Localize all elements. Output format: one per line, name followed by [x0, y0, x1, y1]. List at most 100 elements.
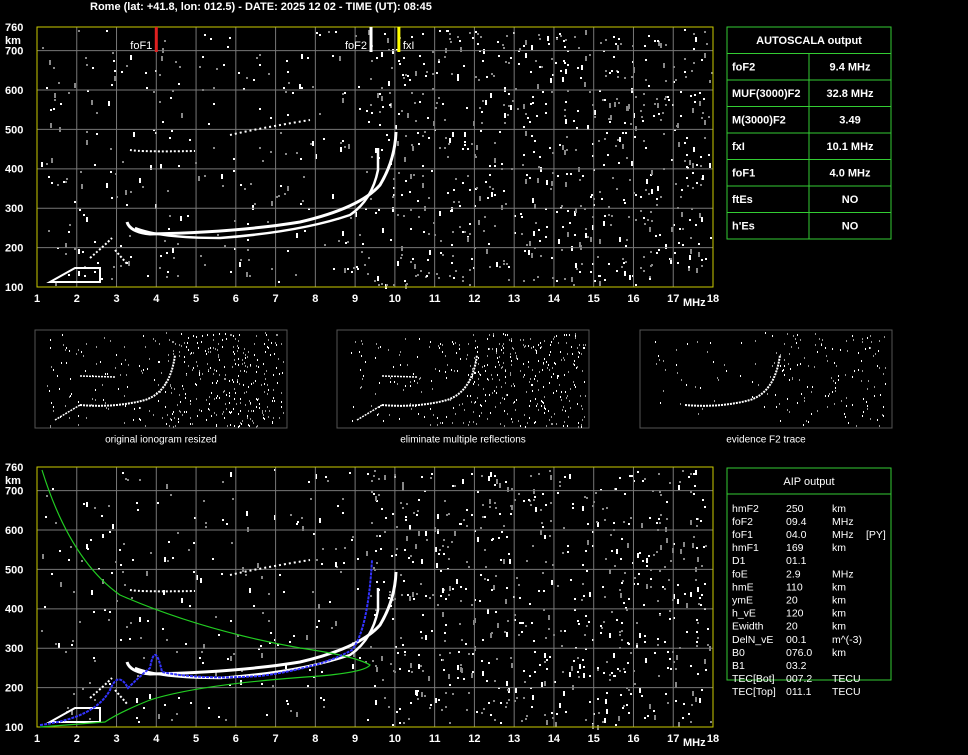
noise-dot: [285, 153, 287, 155]
noise-dot: [478, 384, 479, 386]
noise-dot: [479, 600, 481, 602]
noise-dot: [393, 284, 395, 286]
noise-dot: [535, 349, 536, 351]
noise-dot: [235, 338, 236, 340]
noise-dot: [143, 335, 144, 337]
noise-dot: [564, 421, 565, 423]
noise-dot: [193, 335, 194, 337]
noise-dot: [553, 392, 554, 394]
noise-dot: [677, 262, 679, 264]
noise-dot: [559, 144, 561, 146]
noise-dot: [192, 369, 193, 371]
noise-dot: [405, 338, 406, 340]
noise-dot: [392, 196, 394, 198]
noise-dot: [536, 405, 537, 407]
noise-dot: [702, 408, 703, 410]
noise-dot: [677, 599, 679, 604]
noise-dot: [564, 150, 566, 155]
model-curve: [39, 469, 371, 728]
noise-dot: [514, 700, 516, 702]
noise-dot: [621, 538, 623, 540]
noise-dot: [643, 604, 645, 606]
noise-dot: [609, 679, 611, 681]
noise-dot: [554, 336, 555, 338]
noise-dot: [281, 406, 282, 408]
aip-cell: 2.9: [786, 568, 801, 580]
noise-dot: [256, 365, 257, 367]
noise-dot: [520, 339, 521, 341]
noise-dot: [127, 386, 128, 388]
noise-dot: [224, 245, 226, 247]
noise-dot: [784, 359, 785, 361]
noise-dot: [527, 117, 529, 119]
noise-dot: [202, 335, 203, 337]
noise-dot: [172, 341, 173, 343]
noise-dot: [496, 392, 497, 394]
noise-dot: [265, 332, 266, 334]
noise-dot: [489, 186, 491, 188]
noise-dot: [124, 395, 125, 397]
noise-dot: [59, 550, 61, 552]
noise-dot: [362, 343, 363, 345]
noise-dot: [569, 334, 570, 336]
noise-dot: [104, 609, 106, 611]
noise-dot: [544, 537, 546, 539]
noise-dot: [265, 410, 266, 412]
noise-dot: [356, 266, 358, 268]
noise-dot: [511, 340, 512, 342]
noise-dot: [153, 91, 155, 93]
noise-dot: [199, 370, 200, 372]
noise-dot: [644, 717, 646, 719]
noise-dot: [867, 408, 868, 410]
noise-dot: [146, 87, 148, 89]
noise-dot: [169, 215, 171, 217]
noise-dot: [384, 697, 386, 699]
noise-dot: [268, 416, 269, 418]
aip-cell: km: [832, 594, 846, 606]
noise-dot: [242, 359, 243, 361]
noise-dot: [439, 30, 441, 32]
noise-dot: [619, 137, 621, 142]
noise-dot: [55, 522, 57, 524]
noise-dot: [136, 698, 138, 703]
noise-dot: [269, 410, 270, 412]
noise-dot: [469, 284, 471, 286]
noise-dot: [295, 274, 297, 276]
noise-dot: [504, 398, 505, 400]
noise-dot: [606, 709, 608, 714]
noise-dot: [699, 92, 701, 94]
noise-dot: [387, 38, 389, 43]
noise-dot: [548, 410, 549, 412]
noise-dot: [381, 656, 383, 661]
noise-dot: [518, 493, 520, 495]
noise-dot: [342, 512, 344, 514]
noise-dot: [411, 36, 413, 38]
x-tick-label: 17: [667, 733, 679, 745]
noise-dot: [166, 639, 168, 641]
noise-dot: [368, 121, 370, 123]
noise-dot: [125, 359, 126, 361]
noise-dot: [209, 403, 210, 405]
noise-dot: [804, 397, 805, 399]
noise-dot: [676, 125, 678, 127]
noise-dot: [563, 60, 565, 62]
noise-dot: [564, 109, 566, 111]
noise-dot: [402, 644, 404, 646]
noise-dot: [463, 65, 465, 67]
noise-dot: [159, 267, 161, 269]
aip-cell: 011.1: [786, 686, 812, 698]
noise-dot: [157, 502, 159, 504]
noise-dot: [592, 225, 594, 230]
noise-dot: [421, 559, 423, 564]
noise-dot: [628, 104, 630, 109]
noise-dot: [78, 415, 79, 417]
noise-dot: [373, 493, 375, 495]
noise-dot: [474, 402, 475, 404]
noise-dot: [480, 574, 482, 576]
noise-dot: [623, 521, 625, 523]
noise-dot: [604, 215, 606, 217]
noise-dot: [539, 240, 541, 242]
noise-dot: [119, 549, 121, 551]
noise-dot: [265, 351, 266, 353]
noise-dot: [414, 102, 416, 104]
